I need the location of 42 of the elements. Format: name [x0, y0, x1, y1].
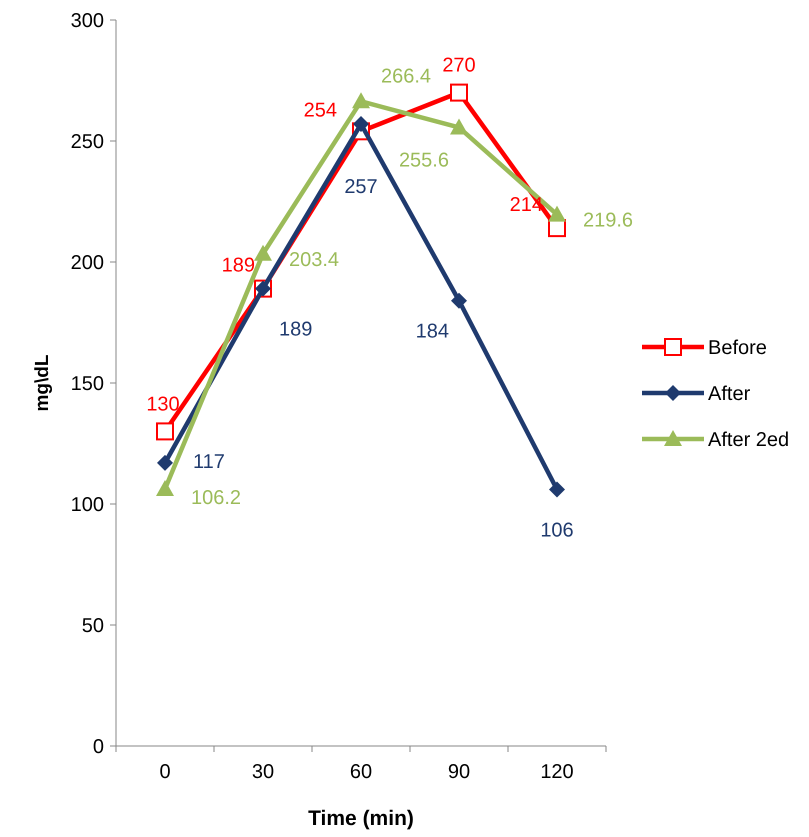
y-axis-title: mg\dL — [32, 354, 53, 412]
point — [353, 116, 369, 132]
x-axis-title: Time (min) — [308, 807, 414, 830]
data-label: 189 — [222, 254, 255, 277]
data-label: 130 — [146, 393, 180, 416]
y-tick-label: 200 — [70, 252, 104, 274]
data-label: 254 — [304, 99, 337, 122]
y-tick-label: 250 — [70, 131, 104, 153]
data-label: 184 — [416, 320, 449, 343]
point — [450, 84, 468, 102]
data-label: 219.6 — [583, 210, 634, 232]
x-tick-label: 60 — [350, 761, 372, 783]
y-tick-label: 150 — [70, 373, 104, 395]
point — [451, 292, 467, 309]
data-label: 255.6 — [398, 149, 449, 172]
legend-label: After — [708, 383, 751, 405]
point — [254, 244, 272, 261]
legend-label: Before — [708, 337, 767, 359]
point — [157, 454, 173, 471]
point — [548, 206, 566, 222]
data-label: 203.4 — [289, 248, 340, 271]
data-label: 257 — [344, 176, 378, 198]
x-tick-label: 90 — [448, 761, 470, 783]
data-label: 106.2 — [191, 486, 242, 509]
data-label: 106 — [540, 519, 574, 542]
y-tick-label: 100 — [70, 494, 104, 516]
point — [352, 92, 370, 108]
data-label: 266.4 — [381, 65, 432, 88]
y-tick-label: 50 — [82, 615, 104, 637]
data-label: 189 — [279, 318, 312, 341]
point — [549, 481, 565, 498]
y-tick-label: 0 — [92, 736, 104, 758]
x-tick-label: 120 — [540, 761, 574, 783]
x-tick-label: 0 — [159, 761, 171, 783]
legend-label: After 2ed — [708, 429, 790, 451]
data-label: 117 — [193, 450, 225, 473]
y-tick-label: 300 — [70, 10, 104, 32]
point — [156, 480, 174, 496]
data-label: 270 — [442, 54, 476, 77]
x-tick-label: 30 — [252, 761, 274, 783]
point — [450, 118, 468, 134]
point — [156, 422, 174, 440]
